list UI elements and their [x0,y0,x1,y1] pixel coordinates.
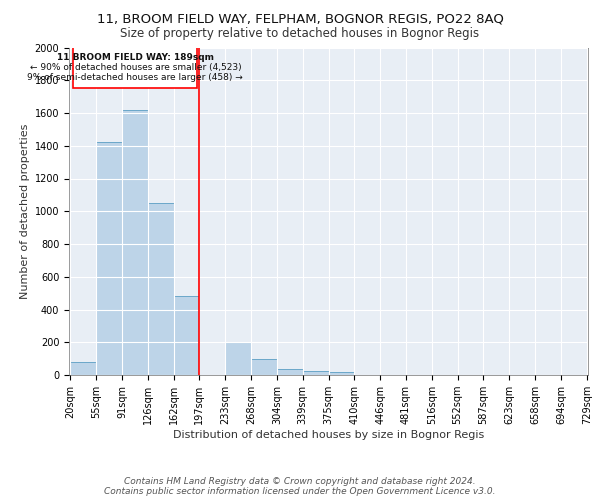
Bar [277,370,302,375]
Bar [96,142,122,375]
Y-axis label: Number of detached properties: Number of detached properties [20,124,31,299]
X-axis label: Distribution of detached houses by size in Bognor Regis: Distribution of detached houses by size … [173,430,484,440]
Bar [73,48,197,88]
Bar [251,358,277,375]
Text: Contains HM Land Registry data © Crown copyright and database right 2024.
Contai: Contains HM Land Registry data © Crown c… [104,476,496,496]
Text: 9% of semi-detached houses are larger (458) →: 9% of semi-detached houses are larger (4… [28,73,243,82]
Bar [148,203,173,375]
Text: 11, BROOM FIELD WAY, FELPHAM, BOGNOR REGIS, PO22 8AQ: 11, BROOM FIELD WAY, FELPHAM, BOGNOR REG… [97,12,503,26]
Bar [225,342,251,375]
Text: Size of property relative to detached houses in Bognor Regis: Size of property relative to detached ho… [121,28,479,40]
Bar [122,110,148,375]
Text: 11 BROOM FIELD WAY: 189sqm: 11 BROOM FIELD WAY: 189sqm [57,53,214,62]
Text: ← 90% of detached houses are smaller (4,523): ← 90% of detached houses are smaller (4,… [29,63,241,72]
Bar [70,362,96,375]
Bar [329,372,355,375]
Bar [302,371,329,375]
Bar [173,296,199,375]
